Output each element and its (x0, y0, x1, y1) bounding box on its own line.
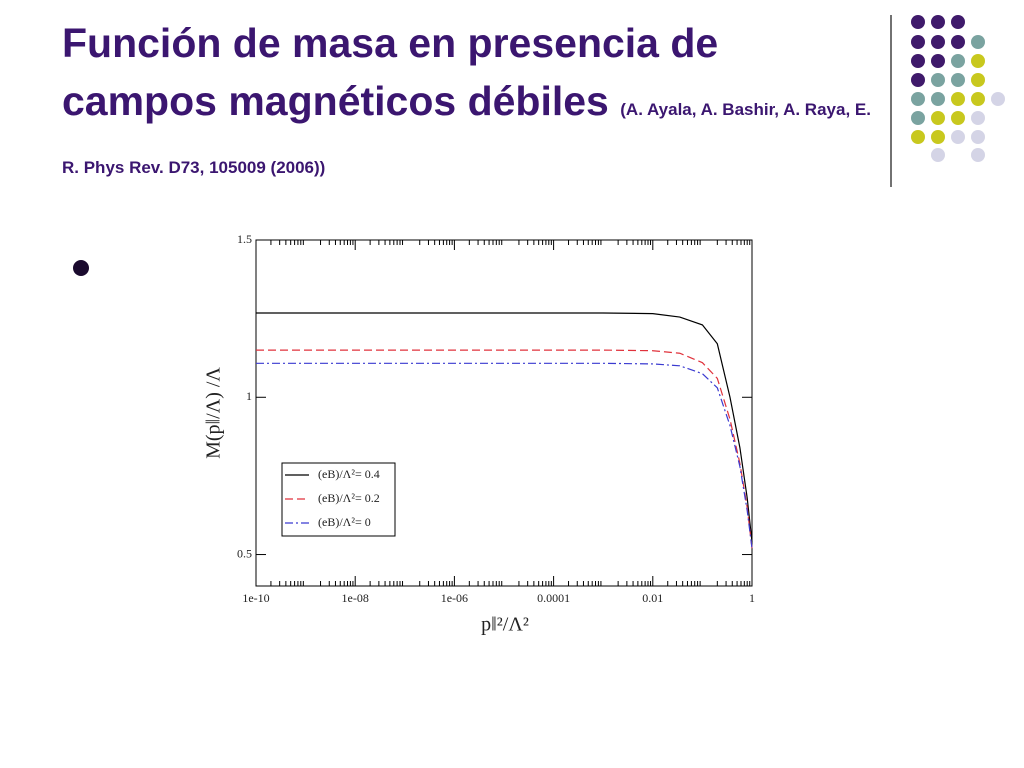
citation: (A. Ayala, A. Bashir, A. Raya, E. R. Phy… (62, 100, 871, 177)
decor-dots (911, 15, 1005, 162)
legend-label: (eB)/Λ²= 0.4 (318, 467, 380, 481)
x-tick-label: 0.01 (642, 591, 663, 605)
slide-title: Función de masa en presencia de campos m… (62, 14, 872, 188)
series-line (256, 349, 753, 549)
series-line (256, 362, 753, 549)
legend-label: (eB)/Λ²= 0.2 (318, 491, 380, 505)
plot-frame (255, 239, 753, 587)
x-tick-label: 0.0001 (537, 591, 570, 605)
x-tick-label: 1e-06 (441, 591, 468, 605)
y-tick-label: 1.5 (237, 232, 252, 246)
y-tick-label: 0.5 (237, 546, 252, 560)
bullet (73, 260, 89, 276)
y-tick-label: 1 (246, 389, 252, 403)
x-tick-label: 1 (749, 591, 755, 605)
x-axis-label: p‖²/Λ² (481, 614, 529, 636)
y-axis-label: M(p‖/Λ) /Λ (203, 367, 225, 459)
series-line (256, 312, 753, 543)
legend-label: (eB)/Λ²= 0 (318, 515, 371, 529)
title-text: Función de masa en presencia de campos m… (62, 20, 719, 124)
x-tick-label: 1e-08 (342, 591, 369, 605)
x-tick-label: 1e-10 (242, 591, 269, 605)
